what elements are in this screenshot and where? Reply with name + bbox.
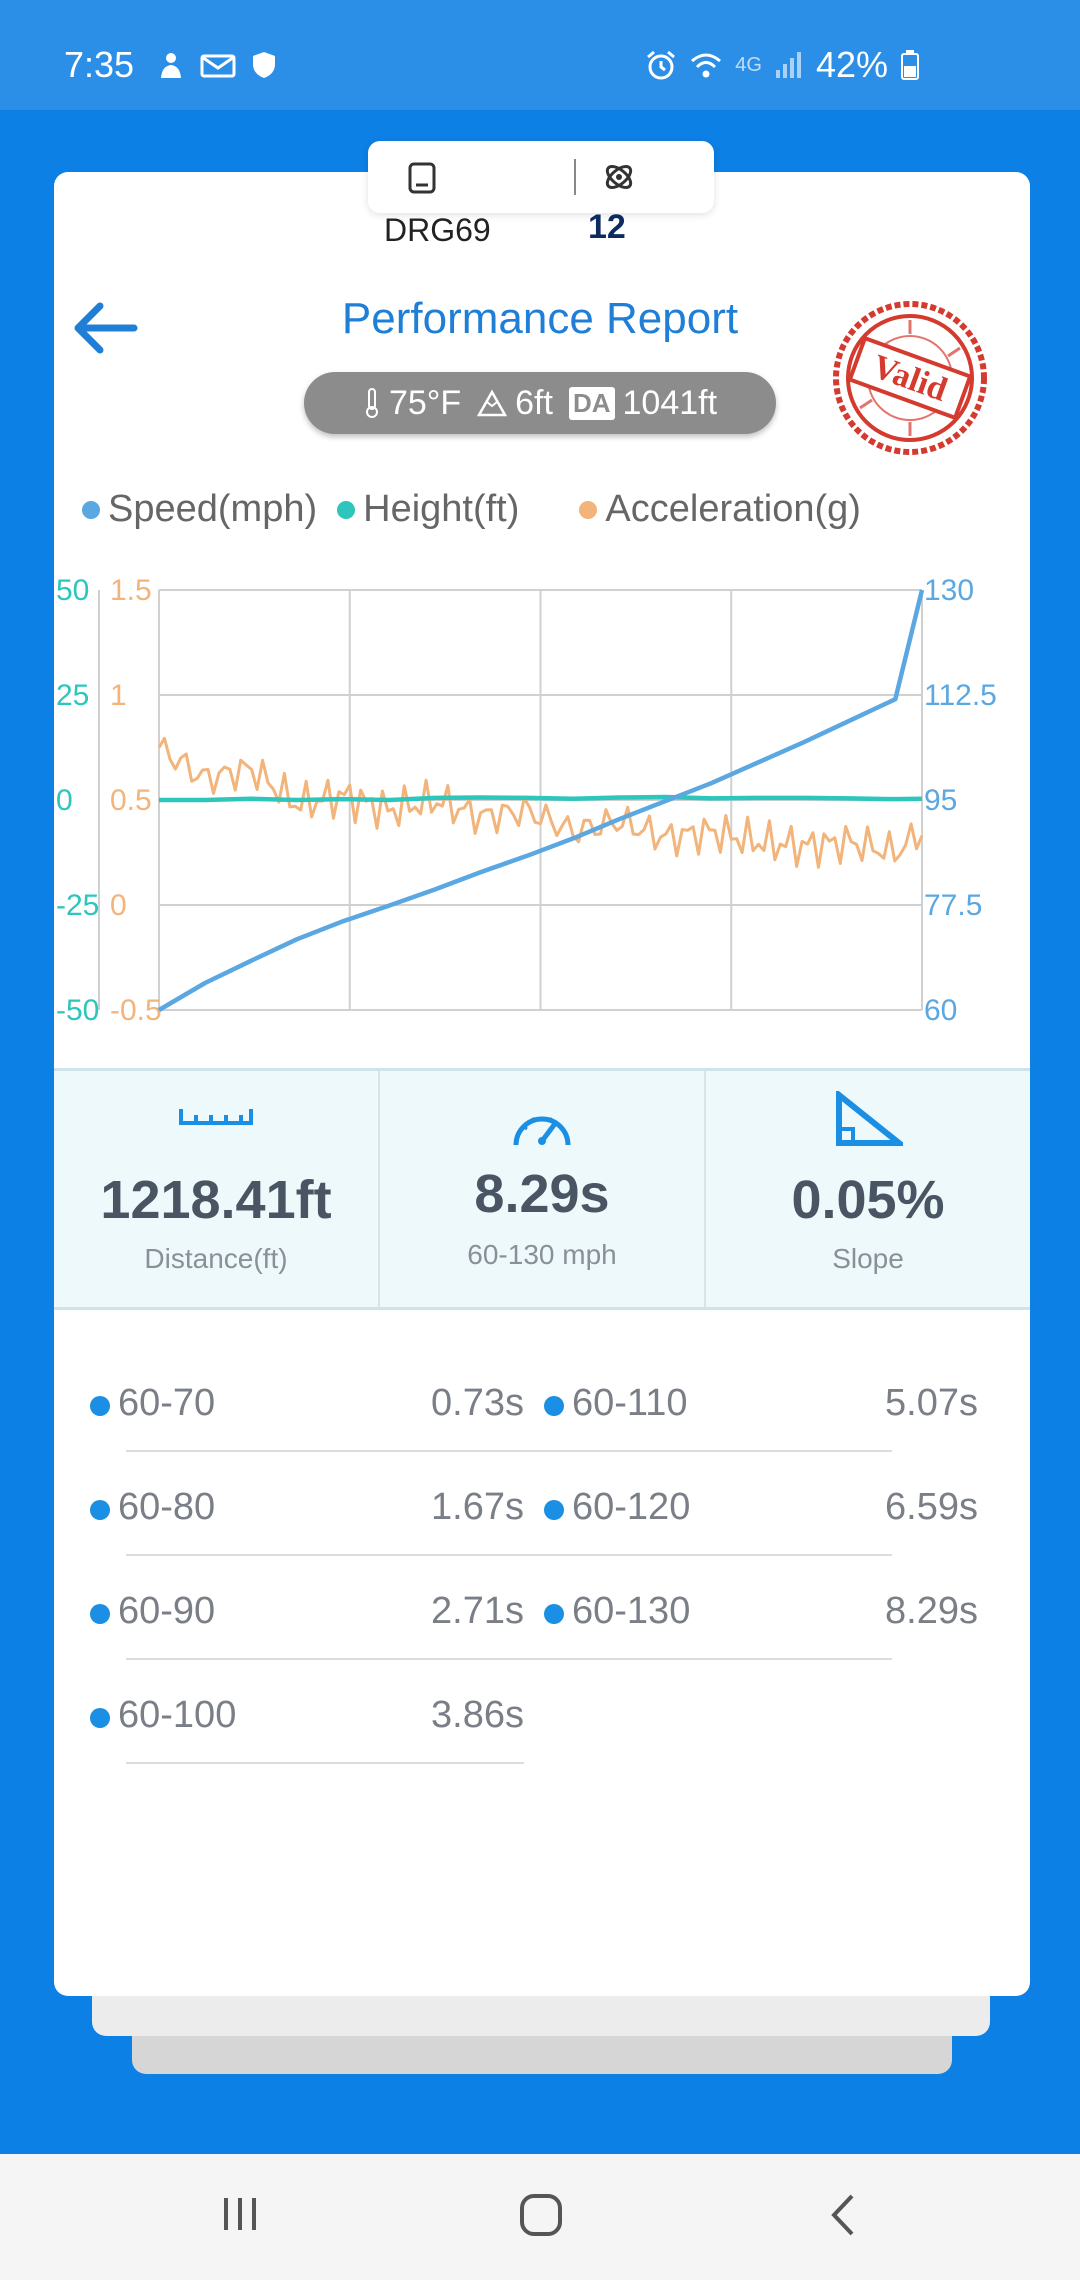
mountain-icon xyxy=(477,389,508,417)
status-time: 7:35 xyxy=(64,44,135,85)
status-right: 4G 42% xyxy=(645,44,920,86)
divider xyxy=(126,1554,892,1556)
bullet-icon xyxy=(90,1396,110,1416)
tick-label-height: 0 xyxy=(56,784,73,817)
tick-label-acceleration: 0 xyxy=(110,889,127,922)
stat-distance: 1218.41ft Distance(ft) xyxy=(54,1071,380,1307)
stat-time: 8.29s 60-130 mph xyxy=(380,1071,706,1307)
bullet-icon xyxy=(90,1604,110,1624)
mail-icon xyxy=(200,54,236,78)
status-bar: 7:35 4G 42% xyxy=(0,0,1080,110)
conditions-pill: 75°F 6ft DA 1041ft xyxy=(304,372,776,434)
tick-label-speed: 130 xyxy=(924,574,974,607)
speedometer-icon xyxy=(513,1116,571,1146)
vehicle-name: DRG69 xyxy=(384,212,491,248)
temperature-value: 75°F xyxy=(388,383,462,422)
battery-icon xyxy=(901,50,919,80)
page-title: Performance Report xyxy=(341,294,739,343)
tick-label-height: 50 xyxy=(56,574,89,607)
system-nav-bar xyxy=(0,2154,1080,2280)
tick-label-height: -50 xyxy=(56,994,99,1027)
thermometer-icon xyxy=(365,388,378,418)
series-line-acceleration xyxy=(157,736,924,869)
back-nav-icon[interactable] xyxy=(826,2192,862,2243)
tick-label-acceleration: -0.5 xyxy=(110,994,162,1027)
tick-label-speed: 77.5 xyxy=(924,889,982,922)
stat-slope-value: 0.05% xyxy=(791,1170,945,1230)
series-line-speed xyxy=(157,589,925,1012)
divider xyxy=(126,1658,892,1660)
legend-height: Height(ft) xyxy=(337,488,519,531)
bullet-icon xyxy=(544,1396,564,1416)
slope-icon xyxy=(836,1091,903,1146)
tab-divider xyxy=(574,159,576,195)
tick-label-height: 25 xyxy=(56,679,89,712)
person-alert-icon xyxy=(161,53,181,78)
bullet-icon xyxy=(90,1500,110,1520)
recent-apps-icon[interactable] xyxy=(218,2192,262,2241)
stat-time-label: 60-130 mph xyxy=(467,1239,617,1270)
stat-distance-value: 1218.41ft xyxy=(100,1170,332,1230)
split-row: 60-90 2.71s xyxy=(54,1568,524,1672)
tick-label-height: -25 xyxy=(56,889,99,922)
ruler-icon xyxy=(179,1109,253,1125)
bullet-icon xyxy=(544,1500,564,1520)
density-altitude: DA 1041ft xyxy=(568,383,718,423)
density-altitude-value: 1041ft xyxy=(622,383,718,422)
split-row: 60-130 8.29s xyxy=(508,1568,978,1672)
da-badge: DA xyxy=(568,386,615,420)
tick-label-speed: 95 xyxy=(924,784,957,817)
stats-panel: 1218.41ft Distance(ft) 8.29s 60-130 mph … xyxy=(54,1068,1030,1310)
network-type: 4G xyxy=(735,53,762,76)
bullet-icon xyxy=(544,1604,564,1624)
stat-time-value: 8.29s xyxy=(474,1164,610,1224)
split-row: 60-120 6.59s xyxy=(508,1464,978,1568)
chart-legend: Speed(mph) Height(ft) Acceleration(g) xyxy=(82,488,861,531)
divider xyxy=(126,1450,892,1452)
split-row: 60-100 3.86s xyxy=(54,1672,524,1776)
elevation-value: 6ft xyxy=(515,383,553,422)
elevation: 6ft xyxy=(477,384,553,423)
shield-icon xyxy=(253,52,275,78)
stat-distance-label: Distance(ft) xyxy=(144,1243,288,1274)
alarm-icon xyxy=(647,50,676,80)
tick-label-acceleration: 1.5 xyxy=(110,574,152,607)
legend-speed: Speed(mph) xyxy=(82,488,317,531)
tick-label-acceleration: 0.5 xyxy=(110,784,152,817)
device-icon xyxy=(406,161,438,200)
stat-slope-label: Slope xyxy=(832,1243,904,1274)
notification-icons xyxy=(156,50,278,80)
temperature: 75°F xyxy=(363,384,461,423)
stat-slope: 0.05% Slope xyxy=(706,1071,1030,1307)
tick-label-acceleration: 1 xyxy=(110,679,127,712)
series-line-height xyxy=(159,794,923,803)
performance-chart: 50 1.5 130 25 1 112.5 0 0.5 95 -25 0 77.5 -50 -0.5 60 xyxy=(56,574,997,1027)
tick-label-speed: 112.5 xyxy=(924,679,997,712)
back-arrow-icon[interactable] xyxy=(72,298,140,363)
wifi-icon xyxy=(691,53,722,78)
battery-percent: 42% xyxy=(815,44,888,85)
satellite-icon xyxy=(600,159,638,200)
valid-stamp: Valid xyxy=(830,298,990,463)
split-row: 60-110 5.07s xyxy=(508,1360,978,1464)
tick-label-speed: 60 xyxy=(924,994,957,1027)
satellite-count: 12 xyxy=(588,208,626,246)
split-row: 60-80 1.67s xyxy=(54,1464,524,1568)
vehicle-tab[interactable] xyxy=(368,141,714,213)
legend-acceleration: Acceleration(g) xyxy=(579,488,861,531)
home-icon[interactable] xyxy=(518,2192,564,2243)
signal-icon xyxy=(775,52,801,78)
split-row: 60-70 0.73s xyxy=(54,1360,524,1464)
bullet-icon xyxy=(90,1708,110,1728)
